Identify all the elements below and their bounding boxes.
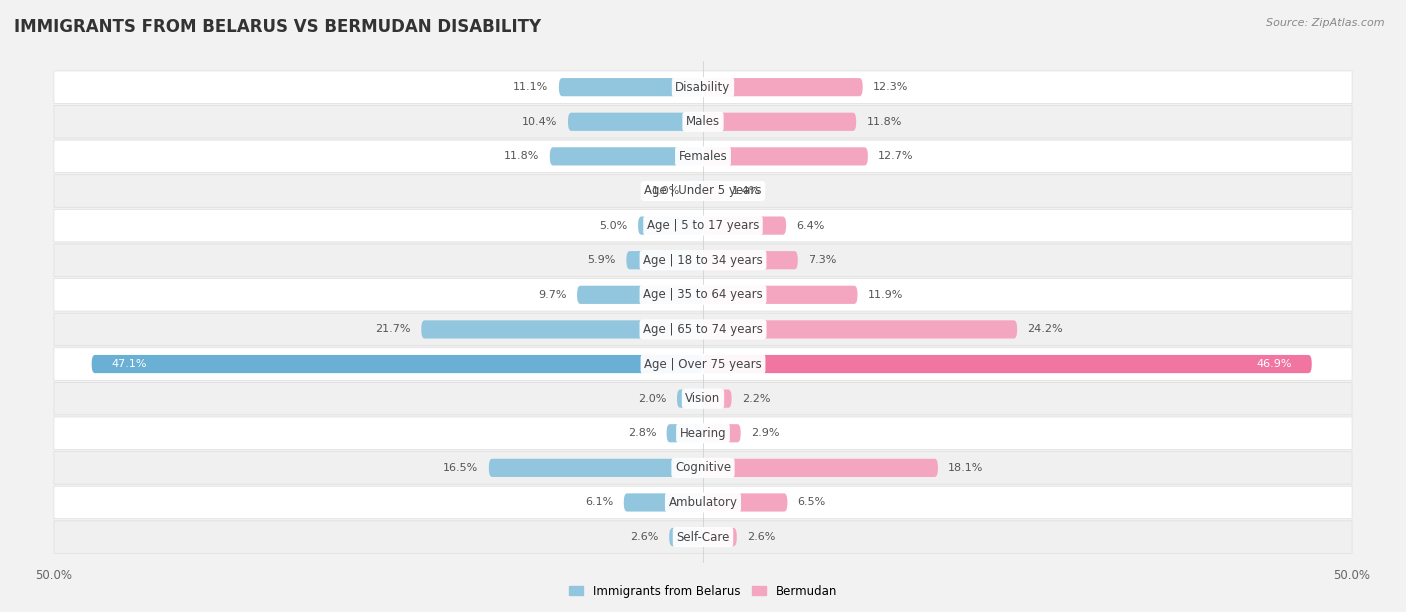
Text: Cognitive: Cognitive (675, 461, 731, 474)
Text: 12.3%: 12.3% (873, 82, 908, 92)
FancyBboxPatch shape (703, 493, 787, 512)
Text: 1.0%: 1.0% (651, 186, 679, 196)
Text: Source: ZipAtlas.com: Source: ZipAtlas.com (1267, 18, 1385, 28)
FancyBboxPatch shape (53, 140, 1353, 173)
FancyBboxPatch shape (560, 78, 703, 96)
FancyBboxPatch shape (53, 278, 1353, 311)
Text: 11.8%: 11.8% (505, 151, 540, 162)
Text: 6.5%: 6.5% (797, 498, 825, 507)
Text: 18.1%: 18.1% (948, 463, 984, 473)
Text: 6.4%: 6.4% (796, 220, 825, 231)
FancyBboxPatch shape (703, 320, 1017, 338)
Text: 1.4%: 1.4% (731, 186, 759, 196)
FancyBboxPatch shape (703, 182, 721, 200)
Text: 16.5%: 16.5% (443, 463, 478, 473)
FancyBboxPatch shape (669, 528, 703, 546)
Text: 2.9%: 2.9% (751, 428, 779, 438)
FancyBboxPatch shape (422, 320, 703, 338)
Text: 47.1%: 47.1% (111, 359, 146, 369)
Text: 11.8%: 11.8% (866, 117, 901, 127)
FancyBboxPatch shape (91, 355, 703, 373)
FancyBboxPatch shape (666, 424, 703, 442)
FancyBboxPatch shape (703, 528, 737, 546)
Text: Ambulatory: Ambulatory (668, 496, 738, 509)
FancyBboxPatch shape (53, 417, 1353, 450)
Text: 2.2%: 2.2% (742, 394, 770, 404)
Text: Males: Males (686, 115, 720, 129)
Text: Age | 18 to 34 years: Age | 18 to 34 years (643, 254, 763, 267)
FancyBboxPatch shape (53, 452, 1353, 484)
FancyBboxPatch shape (690, 182, 703, 200)
Text: Age | Over 75 years: Age | Over 75 years (644, 357, 762, 370)
FancyBboxPatch shape (53, 174, 1353, 207)
Text: 24.2%: 24.2% (1028, 324, 1063, 334)
FancyBboxPatch shape (703, 113, 856, 131)
FancyBboxPatch shape (703, 459, 938, 477)
FancyBboxPatch shape (703, 217, 786, 234)
Text: 7.3%: 7.3% (808, 255, 837, 265)
FancyBboxPatch shape (576, 286, 703, 304)
FancyBboxPatch shape (703, 286, 858, 304)
FancyBboxPatch shape (703, 355, 1312, 373)
Text: Vision: Vision (685, 392, 721, 405)
Text: IMMIGRANTS FROM BELARUS VS BERMUDAN DISABILITY: IMMIGRANTS FROM BELARUS VS BERMUDAN DISA… (14, 18, 541, 36)
FancyBboxPatch shape (703, 390, 731, 408)
FancyBboxPatch shape (53, 209, 1353, 242)
Text: 5.9%: 5.9% (588, 255, 616, 265)
FancyBboxPatch shape (53, 348, 1353, 380)
FancyBboxPatch shape (638, 217, 703, 234)
FancyBboxPatch shape (703, 78, 863, 96)
FancyBboxPatch shape (53, 486, 1353, 519)
Text: Age | Under 5 years: Age | Under 5 years (644, 184, 762, 198)
Text: 46.9%: 46.9% (1257, 359, 1292, 369)
Text: Disability: Disability (675, 81, 731, 94)
Text: Hearing: Hearing (679, 427, 727, 440)
Text: 2.0%: 2.0% (638, 394, 666, 404)
Text: Females: Females (679, 150, 727, 163)
Legend: Immigrants from Belarus, Bermudan: Immigrants from Belarus, Bermudan (564, 580, 842, 602)
Text: 12.7%: 12.7% (879, 151, 914, 162)
FancyBboxPatch shape (489, 459, 703, 477)
FancyBboxPatch shape (53, 521, 1353, 553)
Text: 2.6%: 2.6% (747, 532, 776, 542)
FancyBboxPatch shape (703, 147, 868, 165)
FancyBboxPatch shape (678, 390, 703, 408)
Text: Age | 35 to 64 years: Age | 35 to 64 years (643, 288, 763, 301)
Text: Self-Care: Self-Care (676, 531, 730, 543)
FancyBboxPatch shape (53, 105, 1353, 138)
Text: 5.0%: 5.0% (599, 220, 627, 231)
Text: 9.7%: 9.7% (538, 290, 567, 300)
Text: 10.4%: 10.4% (522, 117, 558, 127)
Text: Age | 5 to 17 years: Age | 5 to 17 years (647, 219, 759, 232)
FancyBboxPatch shape (627, 251, 703, 269)
Text: 11.9%: 11.9% (868, 290, 903, 300)
FancyBboxPatch shape (703, 424, 741, 442)
FancyBboxPatch shape (550, 147, 703, 165)
FancyBboxPatch shape (53, 71, 1353, 103)
FancyBboxPatch shape (624, 493, 703, 512)
Text: 21.7%: 21.7% (375, 324, 411, 334)
FancyBboxPatch shape (703, 251, 797, 269)
Text: 2.8%: 2.8% (627, 428, 657, 438)
FancyBboxPatch shape (568, 113, 703, 131)
FancyBboxPatch shape (53, 382, 1353, 415)
Text: Age | 65 to 74 years: Age | 65 to 74 years (643, 323, 763, 336)
FancyBboxPatch shape (53, 313, 1353, 346)
FancyBboxPatch shape (53, 244, 1353, 277)
Text: 6.1%: 6.1% (585, 498, 613, 507)
Text: 2.6%: 2.6% (630, 532, 659, 542)
Text: 11.1%: 11.1% (513, 82, 548, 92)
